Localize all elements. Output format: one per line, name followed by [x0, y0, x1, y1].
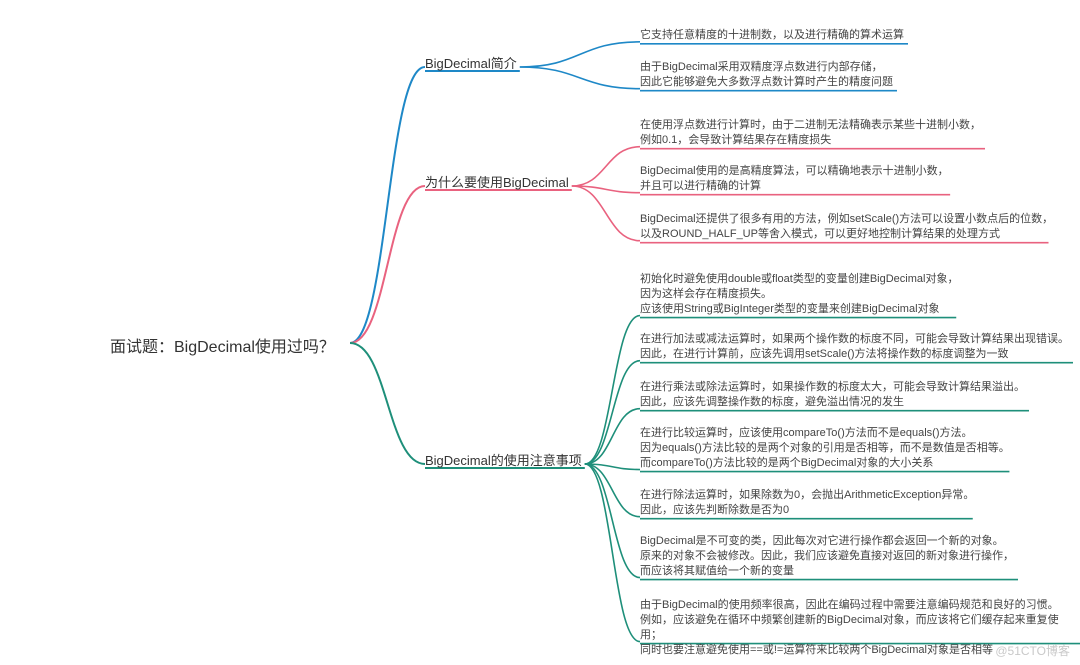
leaf-node: BigDecimal使用的是高精度算法，可以精确地表示十进制小数， 并且可以进行… [640, 164, 949, 194]
leaf-node: 由于BigDecimal采用双精度浮点数进行内部存储， 因此它能够避免大多数浮点… [640, 60, 893, 90]
leaf-node: BigDecimal是不可变的类，因此每次对它进行操作都会返回一个新的对象。 原… [640, 534, 1014, 579]
branch-node: 为什么要使用BigDecimal [425, 172, 569, 191]
branch-node: BigDecimal的使用注意事项 [425, 450, 582, 469]
leaf-node: 初始化时避免使用double或float类型的变量创建BigDecimal对象，… [640, 272, 958, 317]
leaf-node: 在进行加法或减法运算时，如果两个操作数的标度不同，可能会导致计算结果出现错误。 … [640, 332, 1069, 362]
root-node: 面试题：BigDecimal使用过吗？ [110, 333, 335, 357]
leaf-node: 在进行乘法或除法运算时，如果操作数的标度太大，可能会导致计算结果溢出。 因此，应… [640, 380, 1025, 410]
leaf-node: 在进行比较运算时，应该使用compareTo()方法而不是equals()方法。… [640, 426, 1010, 471]
watermark: @51CTO博客 [995, 642, 1070, 659]
leaf-node: BigDecimal还提供了很多有用的方法，例如setScale()方法可以设置… [640, 212, 1053, 242]
branch-node: BigDecimal简介 [425, 53, 517, 72]
leaf-node: 在进行除法运算时，如果除数为0，会抛出ArithmeticException异常… [640, 488, 974, 518]
leaf-node: 在使用浮点数进行计算时，由于二进制无法精确表示某些十进制小数， 例如0.1，会导… [640, 118, 981, 148]
leaf-node: 它支持任意精度的十进制数，以及进行精确的算术运算 [640, 28, 904, 43]
